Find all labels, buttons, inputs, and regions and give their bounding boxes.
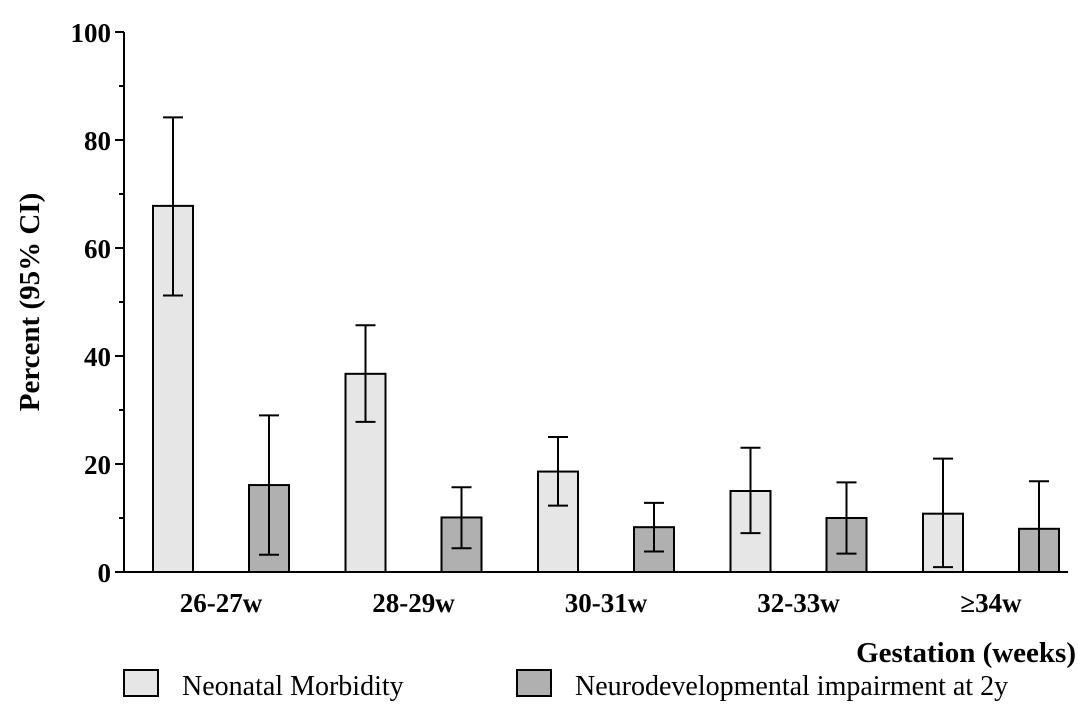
x-tick-label: 32-33w [757, 588, 840, 618]
legend-label: Neonatal Morbidity [182, 671, 404, 702]
x-ticks-layer: 26-27w 28-29w 30-31w 32-33w ≥34w [180, 588, 1022, 618]
y-axis-title: Percent (95% CI) [14, 193, 46, 412]
x-tick-label: 28-29w [372, 588, 455, 618]
x-tick-label: 26-27w [180, 588, 263, 618]
legend-label: Neurodevelopmental impairment at 2y [575, 671, 1008, 702]
x-axis-title: Gestation (weeks) [856, 637, 1076, 669]
x-tick-label: ≥34w [960, 588, 1022, 618]
y-tick-label: 80 [84, 126, 111, 156]
legend-swatch [123, 669, 159, 697]
legend-swatch [516, 669, 552, 697]
legend: Neonatal Morbidity Neurodevelopmental imp… [123, 669, 1008, 702]
y-tick-label: 20 [84, 450, 111, 480]
y-ticks-layer: 0 20 40 60 80 100 [71, 18, 124, 588]
x-tick-prefix-symbol: ≥ [960, 588, 975, 618]
error-bars-layer [163, 116, 1049, 573]
x-tick-label: 30-31w [565, 588, 648, 618]
y-tick-label: 0 [98, 558, 112, 588]
bars-layer [152, 204, 1060, 574]
y-tick-label: 60 [84, 234, 111, 264]
y-tick-label: 40 [84, 342, 111, 372]
y-tick-label: 100 [71, 18, 112, 48]
